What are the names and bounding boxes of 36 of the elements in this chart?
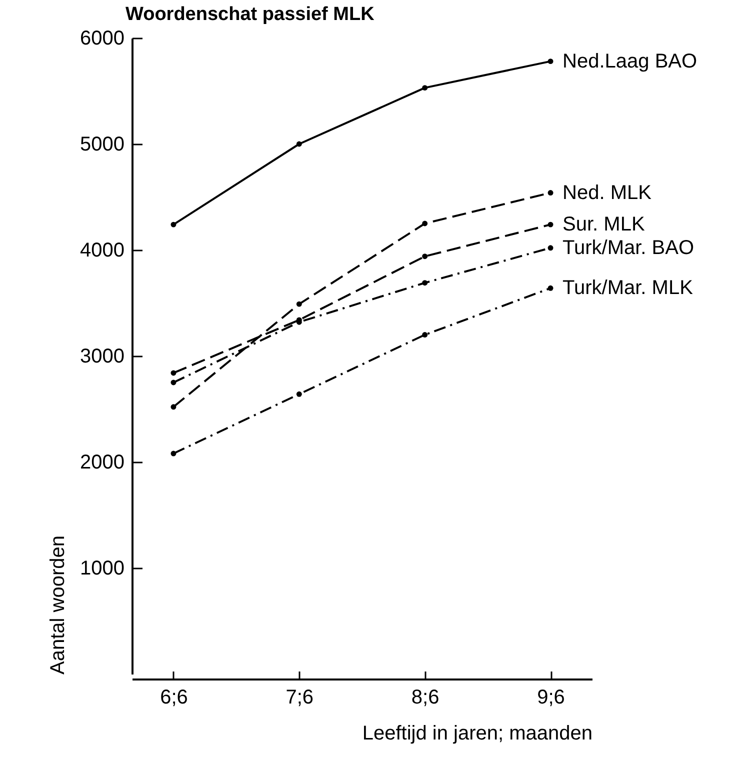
point [548, 222, 554, 228]
series-label: Turk/Mar. MLK [562, 277, 694, 300]
y-tick-label: 5000 [80, 134, 124, 156]
series-label: Ned. MLK [562, 182, 652, 204]
series-label: Sur. MLK [562, 214, 646, 236]
point [548, 190, 554, 196]
point [170, 380, 176, 386]
series-label: Ned.Laag BAO [562, 50, 698, 72]
point [548, 285, 554, 291]
series-label: Turk/Mar. BAO [562, 236, 694, 259]
point [422, 332, 428, 338]
point [422, 280, 428, 286]
point [296, 391, 302, 397]
y-tick-label: 6000 [80, 28, 124, 50]
point [170, 450, 176, 456]
x-tick-label: 9;6 [537, 686, 565, 708]
point [170, 370, 176, 376]
point [296, 301, 302, 307]
y-tick-label: 2000 [80, 452, 124, 474]
point [422, 254, 428, 260]
x-tick-label: 6;6 [160, 686, 188, 708]
point [296, 141, 302, 147]
point [422, 220, 428, 226]
x-tick-label: 7;6 [286, 686, 314, 708]
point [548, 58, 554, 64]
y-tick-label: 4000 [80, 240, 124, 262]
x-axis-title: Leeftijd in jaren; maanden [362, 722, 592, 744]
point [170, 222, 176, 228]
y-tick-label: 1000 [80, 558, 124, 580]
x-tick-label: 8;6 [411, 686, 440, 708]
chart-title: Woordenschat passief MLK [126, 4, 375, 25]
y-axis-title: Aantal woorden [47, 536, 70, 674]
point [170, 404, 176, 410]
point [548, 245, 554, 251]
point [422, 85, 428, 91]
y-tick-label: 3000 [80, 346, 124, 368]
